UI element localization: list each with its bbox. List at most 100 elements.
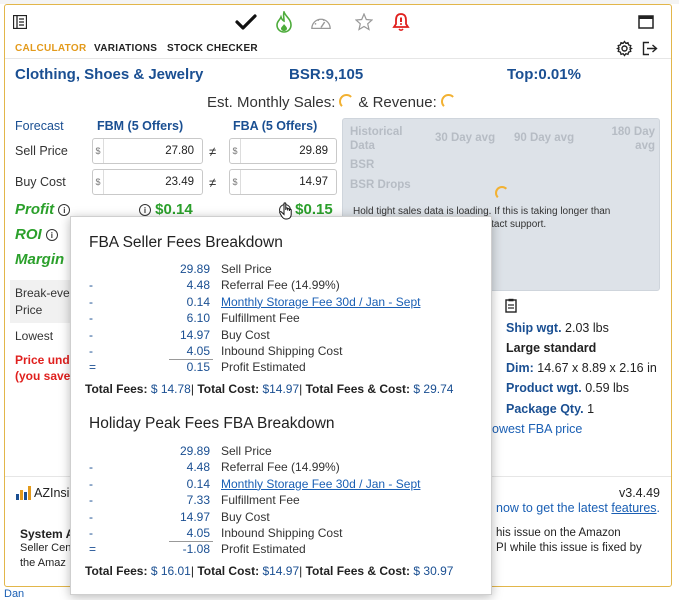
- fee-row-value: 14.97: [179, 327, 210, 342]
- features-link[interactable]: features: [611, 501, 657, 515]
- size-tier: Large standard: [506, 341, 597, 355]
- history-loading-message: Hold tight sales data is loading. If thi…: [353, 205, 653, 231]
- fee-row-name: Sell Price: [221, 444, 272, 458]
- top-strip: [0, 0, 679, 4]
- bsr-label: BSR:9,105: [289, 66, 364, 83]
- fee-row-value: 14.97: [179, 509, 210, 524]
- break-even-label-2: Price: [15, 303, 43, 317]
- break-even-cell: [10, 280, 76, 323]
- system-alert-label: System A: [20, 527, 75, 541]
- fee-row-name: Referral Fee (14.99%): [221, 460, 340, 475]
- speedometer-icon[interactable]: [310, 11, 332, 33]
- info-icon[interactable]: i: [139, 204, 151, 216]
- fee-row-value: 0.14: [186, 476, 210, 491]
- fee-row-name[interactable]: Monthly Storage Fee 30d / Jan - Sept: [221, 294, 421, 309]
- fee-row-operator: =: [89, 360, 97, 375]
- fee-row-value: 7.33: [186, 493, 210, 508]
- issue-line-2: PI while this issue is fixed by: [496, 542, 642, 554]
- history-loading-spinner-icon: [495, 186, 509, 200]
- fee-row-name[interactable]: Monthly Storage Fee 30d / Jan - Sept: [221, 476, 421, 491]
- fee-row-operator: -: [89, 327, 93, 342]
- hamburger-menu-icon[interactable]: [9, 11, 31, 33]
- currency-label: $: [93, 139, 104, 163]
- fee-row-value: 0.15: [186, 360, 210, 375]
- fee-row: = 0.15 Profit Estimated: [71, 360, 491, 376]
- fee-row-operator: -: [89, 460, 93, 475]
- fee-row-value: -1.08: [182, 542, 210, 557]
- fee-row: - 4.48 Referral Fee (14.99%): [71, 278, 491, 294]
- tab-variations[interactable]: VARIATIONS: [94, 43, 158, 54]
- forecast-link[interactable]: Forecast: [15, 119, 64, 133]
- loading-message-line-1: Hold tight sales data is loading. If thi…: [353, 206, 611, 217]
- price-under-label-2: (you save: [15, 369, 71, 383]
- fbm-sell-value: 27.80: [165, 145, 194, 157]
- brand-name: AZInsi: [34, 486, 70, 500]
- fbm-profit-value: i $0.14: [139, 201, 193, 218]
- revenue-loading-spinner-icon: [440, 94, 456, 109]
- fee-row-operator: -: [89, 311, 93, 326]
- fee-row: - 7.33 Fulfillment Fee: [71, 493, 491, 509]
- history-row-bsr-drops: BSR Drops: [350, 179, 411, 191]
- clipboard-icon[interactable]: [505, 298, 517, 316]
- fee-row-value: 4.05: [186, 344, 210, 358]
- fba-totals: Total Fees: $ 14.78| Total Cost: $14.97|…: [85, 382, 454, 396]
- profit-label: Profit i: [15, 201, 71, 218]
- star-icon[interactable]: [353, 11, 375, 33]
- history-header-180d: 180 Day avg: [611, 126, 655, 152]
- buy-cost-label: Buy Cost: [15, 175, 66, 189]
- system-alert-line-2: Seller Cen: [20, 542, 72, 554]
- fee-row-operator: -: [89, 344, 93, 358]
- info-icon[interactable]: i: [58, 204, 71, 216]
- bottom-page-text: Dan: [4, 588, 25, 600]
- fee-row: = -1.08 Profit Estimated: [71, 542, 491, 558]
- fee-row: - 4.05 Inbound Shipping Cost: [71, 344, 491, 360]
- system-alert-line-3: the Amaz: [20, 557, 66, 569]
- top-percent-label: Top:0.01%: [507, 66, 581, 83]
- product-weight: Product wgt. 0.59 lbs: [506, 381, 629, 395]
- fba-header[interactable]: FBA (5 Offers): [233, 119, 318, 133]
- fbm-sell-price-input[interactable]: $ 27.80: [92, 138, 203, 164]
- fba-fees-title: FBA Seller Fees Breakdown: [89, 234, 283, 251]
- sales-loading-spinner-icon: [339, 94, 355, 109]
- tab-calculator[interactable]: CALCULATOR: [15, 43, 87, 54]
- flame-icon[interactable]: [273, 11, 295, 33]
- revenue-label: & Revenue:: [358, 94, 437, 111]
- dimensions: Dim: 14.67 x 8.89 x 2.16 in: [506, 361, 657, 375]
- version-label: v3.4.49: [619, 486, 661, 500]
- fba-sell-value: 29.89: [299, 145, 328, 157]
- tab-stock-checker[interactable]: STOCK CHECKER: [167, 43, 258, 54]
- currency-label: $: [230, 170, 241, 194]
- alert-bell-icon[interactable]: [390, 11, 412, 33]
- fee-row-value: 4.05: [186, 526, 210, 540]
- fee-row-name: Fulfillment Fee: [221, 311, 300, 326]
- loading-message-line-2: ontact support.: [480, 219, 547, 230]
- fee-row: - 0.14 Monthly Storage Fee 30d / Jan - Sep…: [71, 477, 491, 493]
- issue-line-1: his issue on the Amazon: [496, 527, 621, 539]
- hand-cursor-icon: [279, 202, 292, 220]
- maximize-window-icon[interactable]: [635, 11, 657, 33]
- fee-row-value: 4.48: [186, 460, 210, 475]
- gear-icon[interactable]: [616, 40, 633, 60]
- break-even-label-1: Break-eve: [15, 286, 70, 300]
- fee-row: - 0.14 Monthly Storage Fee 30d / Jan - Sep…: [71, 295, 491, 311]
- info-icon[interactable]: i: [45, 229, 58, 241]
- fbm-buy-cost-input[interactable]: $ 23.49: [92, 169, 203, 195]
- history-header-historical: Historical Data: [350, 126, 403, 152]
- fee-row-value: 4.48: [186, 278, 210, 293]
- fba-sell-price-input[interactable]: $ 29.89: [229, 138, 337, 164]
- fba-buy-cost-input[interactable]: $ 14.97: [229, 169, 337, 195]
- fee-row-name: Inbound Shipping Cost: [221, 344, 343, 358]
- fee-row-name: Referral Fee (14.99%): [221, 278, 340, 293]
- holiday-fees-title: Holiday Peak Fees FBA Breakdown: [89, 415, 335, 432]
- fee-row: - 4.48 Referral Fee (14.99%): [71, 460, 491, 476]
- fbm-header[interactable]: FBM (5 Offers): [97, 119, 184, 133]
- est-monthly-sales: Est. Monthly Sales: & Revenue:: [207, 94, 460, 111]
- fee-row-name: Inbound Shipping Cost: [221, 526, 343, 540]
- margin-label: Margin: [15, 251, 65, 268]
- fee-row-value: 0.14: [186, 294, 210, 309]
- fee-row: - 6.10 Fulfillment Fee: [71, 311, 491, 327]
- checkmark-icon[interactable]: [235, 11, 257, 33]
- lowest-fba-price-link[interactable]: owest FBA price: [492, 422, 583, 436]
- logout-icon[interactable]: [642, 41, 659, 59]
- not-equal-icon: ≠: [209, 144, 217, 159]
